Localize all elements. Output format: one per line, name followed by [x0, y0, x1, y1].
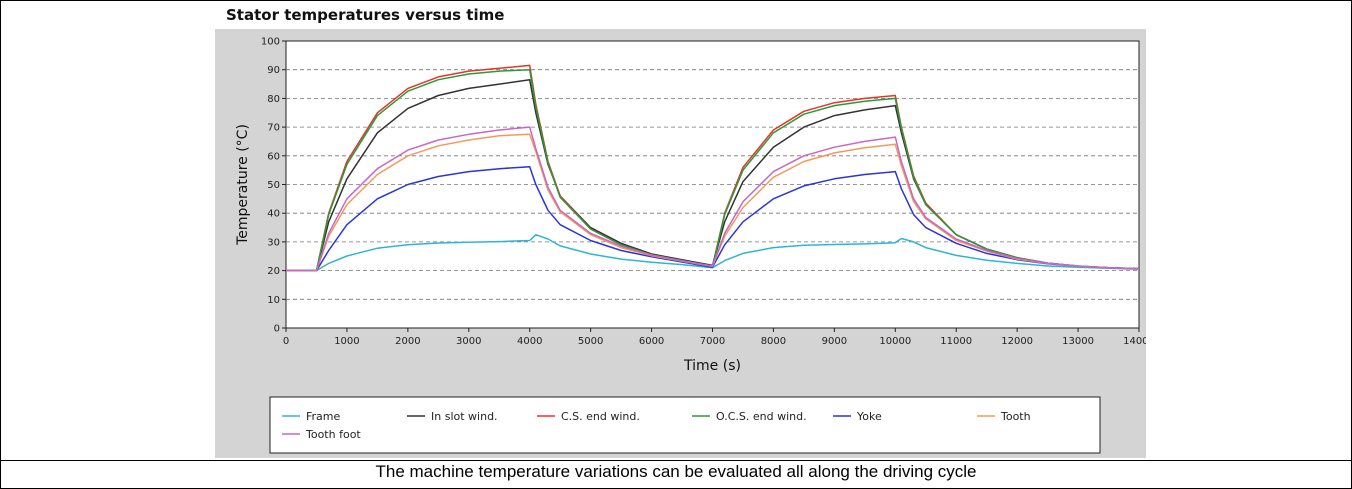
table-border-top: [0, 0, 1352, 1]
chart-panel: 0 10 20 30 40 50 60 70 80 90 100 0 1000 2000 3000 4000 5…: [215, 29, 1146, 458]
x-tick-label: 3000: [456, 336, 481, 347]
y-tick-label: 70: [267, 123, 280, 134]
legend-label: Tooth: [1000, 410, 1031, 423]
chart-title: Stator temperatures versus time: [226, 6, 505, 24]
legend-label: O.C.S. end wind.: [716, 410, 807, 423]
y-tick-label: 20: [267, 266, 280, 277]
x-tick-label: 0: [283, 336, 289, 347]
legend-label: Frame: [306, 410, 341, 423]
legend-label: Yoke: [856, 410, 882, 423]
x-tick-label: 13000: [1062, 336, 1094, 347]
x-tick-label: 1000: [334, 336, 359, 347]
x-tick-label: 5000: [578, 336, 603, 347]
y-tick-label: 30: [267, 237, 280, 248]
y-tick-label: 50: [267, 180, 280, 191]
figure-caption: The machine temperature variations can b…: [375, 462, 977, 481]
table-border-left: [0, 0, 1, 489]
series-line-yoke: [286, 165, 1140, 272]
x-tick-label: 6000: [639, 336, 664, 347]
y-tick-label: 100: [261, 37, 280, 48]
x-axis-label: Time (s): [683, 358, 741, 374]
y-tick-label: 90: [267, 65, 280, 76]
x-tick-label: 7000: [700, 336, 725, 347]
x-tick-label: 12000: [1001, 336, 1033, 347]
y-tick-label: 60: [267, 151, 280, 162]
x-tick-label: 8000: [761, 336, 786, 347]
x-tick-label: 9000: [822, 336, 847, 347]
x-tick-label: 2000: [395, 336, 420, 347]
legend-label: Tooth foot: [305, 428, 361, 441]
legend-box: [269, 396, 1101, 454]
table-border-middle: [0, 460, 1352, 461]
y-axis-label: Temperature (°C): [235, 124, 251, 246]
y-tick-label: 40: [267, 209, 280, 220]
y-tick-label: 10: [267, 295, 280, 306]
y-tick-label: 0: [274, 324, 280, 335]
legend-label: In slot wind.: [431, 410, 498, 423]
x-tick-label: 4000: [517, 336, 542, 347]
series-line-tooth-foot: [286, 126, 1140, 272]
legend-label: C.S. end wind.: [561, 410, 640, 423]
x-tick-label: 11000: [940, 336, 972, 347]
y-tick-label: 80: [267, 94, 280, 105]
x-tick-label: 10000: [879, 336, 911, 347]
x-tick-label: 14000: [1123, 336, 1146, 347]
